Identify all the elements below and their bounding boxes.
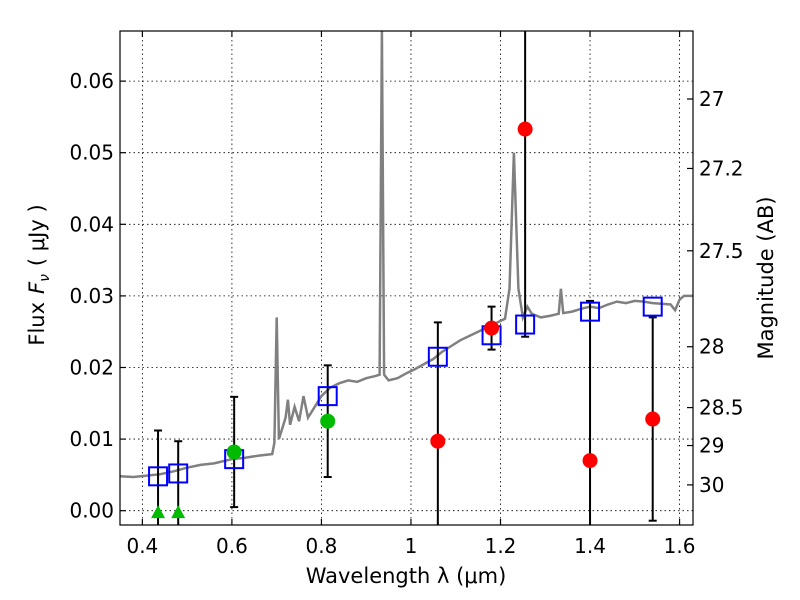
y2-tick-label: 27.5 [699,239,744,263]
spectrum-line [120,31,693,479]
green-data-point [320,413,336,429]
red-data-point [645,411,661,427]
x-tick-label: 0.8 [306,534,338,558]
x-axis-label: Wavelength λ (μm) [306,564,507,588]
plot-clip-group [120,31,693,525]
red-data-point [430,433,446,449]
y-axis-label-prefix: Flux [25,302,49,346]
upper-limit-triangle [151,505,166,519]
upper-limit-triangle [171,505,186,519]
model-photometry-square [427,346,448,367]
y-tick-label: 0.01 [69,427,114,451]
y-axis-label-subscript: ν [37,274,53,282]
model-photometry-square [317,386,338,407]
y-tick-label: 0.02 [69,355,114,379]
y2-axis-label: Magnitude (AB) [754,196,778,359]
red-data-point [517,121,533,137]
y2-tick-label: 30 [699,473,724,497]
y-tick-label: 0.00 [69,499,114,523]
y2-tick-label: 28.5 [699,396,744,420]
model-photometry-square [642,296,663,317]
x-tick-label: 1.4 [574,534,606,558]
plot-frame [119,30,694,526]
y-tick-label: 0.06 [69,69,114,93]
y-tick-label: 0.04 [69,212,114,236]
plot-series [120,31,693,525]
x-tick-label: 1.6 [664,534,696,558]
x-tick-label: 0.6 [216,534,248,558]
model-photometry-square [580,301,601,322]
model-photometry-square [148,466,169,487]
red-data-point [582,453,598,469]
y-tick-label: 0.05 [69,141,114,165]
y-axis-label: Flux Fν ( μJy ) [25,204,53,345]
y2-tick-label: 29 [699,434,724,458]
green-data-point [226,444,242,460]
y2-tick-label: 27 [699,87,724,111]
model-photometry-square [168,463,189,484]
y-axis-label-unit: ( μJy ) [25,204,49,266]
grid-lines [120,31,693,525]
x-tick-label: 1.2 [485,534,517,558]
axis-ticks: 0.4 0.6 0.8 1 1.2 1.4 1.6 0.00 0.01 0.02 0.03 0.04 0… [69,31,744,558]
x-tick-label: 0.4 [126,534,158,558]
red-data-point [484,320,500,336]
x-tick-label: 1 [405,534,418,558]
y2-tick-label: 27.2 [699,156,744,180]
model-photometry-square [515,314,536,335]
y-tick-label: 0.03 [69,284,114,308]
y-axis-label-symbol: F [25,281,49,294]
y2-tick-label: 28 [699,335,724,359]
